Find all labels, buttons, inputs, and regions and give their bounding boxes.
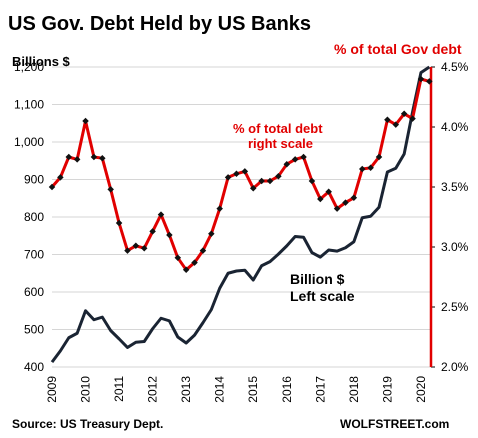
black-series-label-line1: Billion $	[290, 271, 345, 287]
right-axis-ticks: 4.5% 4.0% 3.5% 3.0% 2.5% 2.0%	[431, 60, 469, 374]
left-tick-label: 900	[24, 173, 44, 187]
right-tick-label: 3.5%	[441, 180, 469, 194]
x-tick-label: 2012	[146, 376, 160, 403]
percent-data-point	[300, 153, 307, 161]
percent-data-point	[115, 219, 123, 227]
source-note: Source: US Treasury Dept.	[12, 417, 163, 431]
left-tick-label: 1,200	[14, 60, 44, 74]
percent-data-point	[308, 177, 316, 185]
percent-data-point	[249, 184, 257, 192]
percent-data-point	[317, 195, 324, 203]
right-axis-label: % of total Gov debt	[334, 41, 462, 57]
percent-data-point	[82, 117, 89, 125]
percent-data-point	[73, 156, 81, 163]
percent-data-point	[132, 242, 140, 250]
left-axis-label: Billions $	[12, 54, 71, 69]
percent-data-point	[333, 205, 341, 212]
x-tick-label: 2010	[79, 376, 93, 403]
series-line-billions	[50, 65, 431, 364]
chart-title: US Gov. Debt Held by US Banks	[8, 13, 311, 35]
percent-data-point	[149, 228, 156, 235]
left-axis-ticks: 1,200 1,100 1,000 900 800 700 600 500 400	[14, 60, 44, 374]
percent-data-point	[174, 254, 182, 262]
x-tick-label: 2016	[280, 376, 294, 403]
percent-data-point	[191, 259, 198, 266]
percent-data-point	[107, 186, 114, 193]
percent-data-point	[241, 168, 249, 175]
percent-data-point	[90, 153, 98, 161]
left-tick-label: 600	[24, 285, 44, 299]
right-tick-label: 2.0%	[441, 360, 469, 374]
percent-data-point	[275, 172, 282, 180]
left-tick-label: 700	[24, 248, 44, 262]
x-tick-label: 2014	[213, 376, 227, 403]
percent-data-point	[375, 153, 383, 161]
percent-data-point	[283, 160, 291, 168]
percent-data-point	[166, 231, 173, 239]
percent-data-point	[392, 121, 400, 128]
percent-data-point	[65, 153, 73, 161]
x-tick-label: 2013	[179, 376, 193, 403]
left-tick-label: 1,000	[14, 135, 44, 149]
percent-data-point	[140, 244, 148, 252]
x-tick-label: 2011	[112, 376, 126, 402]
black-series-label-line2: Left scale	[290, 288, 355, 304]
percent-data-point	[266, 177, 274, 185]
left-tick-label: 800	[24, 210, 44, 224]
x-axis-ticks: 2009 2010 2011 2012 2013 2014 2015 2016 2017 2018…	[45, 376, 428, 403]
red-series-label-line2: right scale	[248, 136, 313, 151]
percent-data-point	[358, 165, 366, 173]
percent-data-point	[208, 230, 215, 238]
series-layer	[48, 65, 433, 364]
percent-data-point	[350, 194, 358, 202]
percent-data-point	[291, 156, 299, 163]
percent-data-point	[367, 164, 374, 172]
x-tick-label: 2019	[380, 376, 394, 403]
red-series-label-line1: % of total debt	[233, 121, 323, 136]
percent-data-point	[233, 170, 240, 178]
grid-lines	[52, 66, 431, 368]
left-tick-label: 1,100	[14, 98, 44, 112]
x-tick-label: 2015	[246, 376, 260, 403]
series-line-percent	[50, 77, 430, 272]
x-tick-label: 2009	[45, 376, 59, 403]
percent-data-point	[48, 183, 56, 191]
percent-data-point	[325, 188, 332, 196]
percent-data-point	[216, 205, 223, 212]
right-tick-label: 4.0%	[441, 120, 469, 134]
right-tick-label: 2.5%	[441, 300, 469, 314]
percent-data-point	[342, 199, 349, 206]
percent-data-point	[258, 177, 265, 185]
percent-data-point	[99, 154, 106, 162]
percent-data-point	[199, 247, 207, 254]
x-tick-label: 2018	[347, 376, 361, 403]
percent-data-point	[124, 247, 131, 254]
percent-data-point	[157, 211, 165, 218]
right-tick-label: 3.0%	[441, 240, 469, 254]
watermark: WOLFSTREET.com	[340, 417, 449, 431]
percent-data-point	[224, 174, 232, 181]
left-tick-label: 500	[24, 323, 44, 337]
left-tick-label: 400	[24, 360, 44, 374]
percent-data-point	[400, 110, 408, 118]
x-tick-label: 2020	[414, 376, 428, 403]
x-tick-label: 2017	[313, 376, 327, 403]
right-tick-label: 4.5%	[441, 60, 469, 74]
